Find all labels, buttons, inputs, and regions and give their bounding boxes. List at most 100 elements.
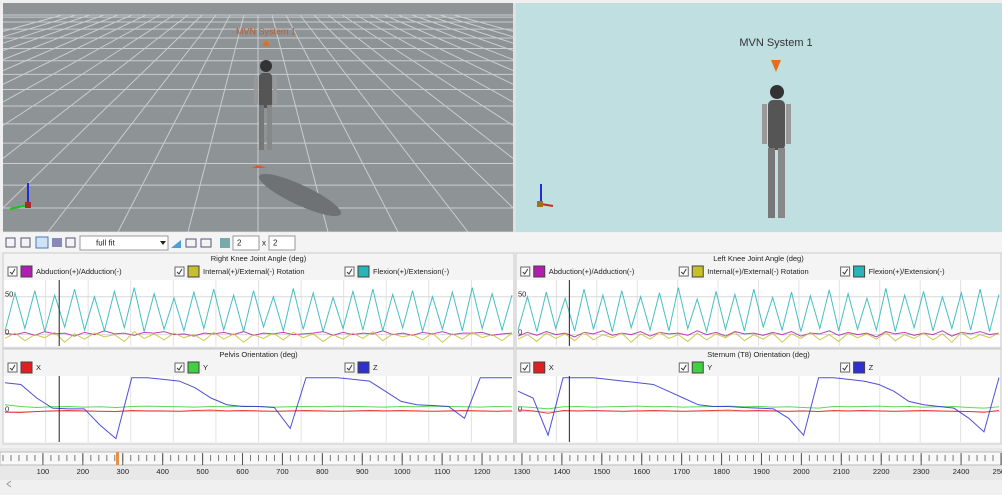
viewport-bg bbox=[516, 3, 1002, 232]
legend-label: Abduction(+)/Adduction(-) bbox=[36, 267, 122, 276]
legend-label: Abduction(+)/Adduction(-) bbox=[549, 267, 635, 276]
tick-label: 1600 bbox=[633, 467, 650, 476]
series-line bbox=[517, 331, 1000, 343]
zoom-dropdown-value: full fit bbox=[96, 239, 115, 248]
tool-icon[interactable] bbox=[52, 238, 62, 247]
legend-swatch bbox=[533, 265, 546, 278]
tick-label: 1400 bbox=[554, 467, 571, 476]
legend-label: Internal(+)/External(-) Rotation bbox=[203, 267, 305, 276]
check-mark bbox=[680, 268, 687, 275]
times-sign: x bbox=[262, 239, 266, 248]
tick-label: 900 bbox=[356, 467, 369, 476]
series-line bbox=[517, 409, 1000, 414]
legend-checkbox[interactable] bbox=[840, 362, 851, 373]
legend-checkbox[interactable] bbox=[678, 266, 689, 277]
tick-label: 2400 bbox=[953, 467, 970, 476]
axis-gizmo bbox=[9, 183, 31, 210]
axis-gizmo bbox=[537, 184, 554, 207]
legend-swatch bbox=[357, 265, 370, 278]
tick-label: 1200 bbox=[474, 467, 491, 476]
legend-swatch bbox=[20, 361, 33, 374]
legend-checkbox[interactable] bbox=[678, 362, 689, 373]
legend-checkbox[interactable] bbox=[344, 362, 355, 373]
check-mark bbox=[346, 364, 353, 371]
tick-label: 200 bbox=[77, 467, 90, 476]
cols-spinner[interactable] bbox=[268, 235, 296, 251]
check-mark bbox=[346, 268, 353, 275]
toolbar: full fit 2 x 2 bbox=[0, 233, 1002, 252]
legend-label: X bbox=[36, 363, 41, 372]
legend-checkbox[interactable] bbox=[174, 362, 185, 373]
timeline[interactable]: 100 200 300 400 500 600 700 800 900 1000 1100 1200 1… bbox=[0, 448, 1002, 480]
y-tick-label: 0 bbox=[518, 405, 522, 414]
rows-value: 2 bbox=[237, 239, 242, 248]
legend-label: Z bbox=[373, 363, 378, 372]
tick-label: 1000 bbox=[394, 467, 411, 476]
tick-label: 1700 bbox=[673, 467, 690, 476]
playhead[interactable] bbox=[116, 452, 119, 465]
plot-title: Left Knee Joint Angle (deg) bbox=[713, 254, 804, 263]
y-tick-label: 50 bbox=[518, 290, 526, 299]
plot-area: Right Knee Joint Angle (deg) Abduction(+)… bbox=[2, 252, 1002, 445]
legend-checkbox[interactable] bbox=[344, 266, 355, 277]
check-mark bbox=[9, 268, 16, 275]
legend-swatch bbox=[853, 361, 866, 374]
tick-label: 700 bbox=[276, 467, 289, 476]
legend-label: Flexion(+)/Extension(-) bbox=[869, 267, 946, 276]
floor-line bbox=[397, 14, 513, 61]
legend-checkbox[interactable] bbox=[520, 362, 531, 373]
legend-checkbox[interactable] bbox=[840, 266, 851, 277]
legend-swatch bbox=[691, 265, 704, 278]
tick-label: 800 bbox=[316, 467, 329, 476]
series-line bbox=[4, 377, 512, 440]
tool-icon[interactable] bbox=[171, 240, 181, 248]
plot-title: Sternum (T8) Orientation (deg) bbox=[707, 350, 810, 359]
rows-spinner[interactable] bbox=[232, 235, 260, 251]
series-line bbox=[517, 330, 1000, 338]
tool-icon[interactable] bbox=[65, 237, 76, 248]
floor-line bbox=[3, 14, 161, 103]
legend-label: Z bbox=[869, 363, 874, 372]
legend-label: X bbox=[549, 363, 554, 372]
tick-label: 2000 bbox=[793, 467, 810, 476]
tool-icon[interactable] bbox=[220, 238, 230, 248]
tool-icon[interactable] bbox=[20, 237, 31, 248]
floor-line bbox=[369, 14, 513, 85]
viewport-3d[interactable]: MVN System 1 bbox=[0, 3, 1002, 232]
y-tick-label: 0 bbox=[5, 405, 9, 414]
tool-icon[interactable] bbox=[35, 236, 49, 249]
zoom-dropdown[interactable] bbox=[79, 235, 169, 251]
avatar bbox=[762, 60, 791, 218]
legend-swatch bbox=[853, 265, 866, 278]
legend-checkbox[interactable] bbox=[520, 266, 531, 277]
legend-checkbox[interactable] bbox=[7, 266, 18, 277]
check-mark bbox=[842, 268, 849, 275]
legend-checkbox[interactable] bbox=[174, 266, 185, 277]
series-line bbox=[4, 409, 513, 414]
tick-label: 400 bbox=[156, 467, 169, 476]
tool-icon[interactable] bbox=[5, 237, 16, 248]
series-line bbox=[517, 405, 1000, 410]
tick-label: 1100 bbox=[434, 467, 450, 476]
viewport-3d[interactable]: MVN System 1 bbox=[516, 3, 1002, 232]
legend-swatch bbox=[691, 361, 704, 374]
tick-label: 500 bbox=[196, 467, 209, 476]
legend-label: Flexion(+)/Extension(-) bbox=[373, 267, 450, 276]
check-mark bbox=[842, 364, 849, 371]
scroll-left[interactable] bbox=[6, 480, 12, 488]
shadow bbox=[258, 173, 342, 217]
tool-icon[interactable] bbox=[200, 238, 212, 248]
floor-line bbox=[3, 14, 133, 72]
check-mark bbox=[176, 364, 183, 371]
tool-icon[interactable] bbox=[185, 238, 197, 248]
plot-title: Right Knee Joint Angle (deg) bbox=[211, 254, 307, 263]
legend-checkbox[interactable] bbox=[7, 362, 18, 373]
legend-swatch bbox=[20, 265, 33, 278]
legend-label: Y bbox=[203, 363, 208, 372]
series-line bbox=[4, 330, 513, 343]
tick-label: 2200 bbox=[873, 467, 890, 476]
tick-label: 100 bbox=[37, 467, 50, 476]
y-tick-label: 0 bbox=[518, 328, 522, 337]
floor-line bbox=[383, 14, 513, 72]
tick-label: 1800 bbox=[713, 467, 730, 476]
